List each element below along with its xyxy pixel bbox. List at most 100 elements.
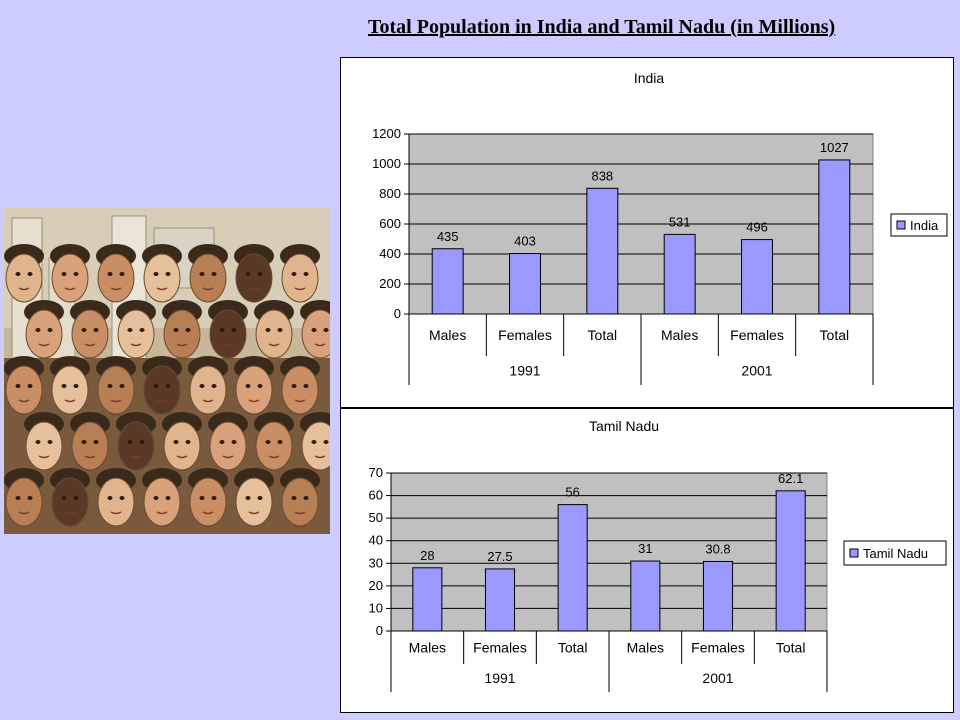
face <box>117 421 155 471</box>
india-y-tick-label: 600 <box>379 216 401 231</box>
india-y-tick-label: 0 <box>394 306 401 321</box>
tn-y-tick-label: 50 <box>369 510 383 525</box>
india-group-label: 1991 <box>509 363 540 379</box>
india-y-tick-label: 400 <box>379 246 401 261</box>
face-mouth <box>314 343 326 347</box>
face <box>25 421 63 471</box>
tamil-nadu-chart-panel: Tamil Nadu 0 10 20 30 40 50 60 70 28 27.5 56 31 30.8 6… <box>340 407 954 713</box>
india-category-label: Males <box>661 327 698 343</box>
face-mouth <box>18 399 30 403</box>
face-eye <box>119 496 125 500</box>
face-eye <box>245 272 251 276</box>
face-eye <box>15 272 21 276</box>
face-eye <box>277 328 283 332</box>
tn-chart-title: Tamil Nadu <box>589 418 659 434</box>
face-eye <box>291 272 297 276</box>
face <box>209 309 247 359</box>
face-mouth <box>202 287 214 291</box>
face <box>255 309 293 359</box>
face <box>143 365 181 415</box>
face-mouth <box>176 455 188 459</box>
face <box>117 309 155 359</box>
face-mouth <box>18 511 30 515</box>
face-mouth <box>294 399 306 403</box>
tn-category-label: Females <box>473 640 527 656</box>
india-y-tick-label: 1200 <box>372 126 401 141</box>
face-eye <box>73 384 79 388</box>
tn-y-tick-label: 60 <box>369 488 383 503</box>
face-eye <box>61 496 67 500</box>
face-mouth <box>222 455 234 459</box>
face-eye <box>27 496 33 500</box>
face-eye <box>27 272 33 276</box>
india-y-tick-label: 800 <box>379 186 401 201</box>
face-eye <box>265 328 271 332</box>
face-mouth <box>64 399 76 403</box>
face-eye <box>173 328 179 332</box>
face-eye <box>81 328 87 332</box>
face <box>51 365 89 415</box>
face <box>51 253 89 303</box>
face-eye <box>173 440 179 444</box>
face-mouth <box>130 455 142 459</box>
face-eye <box>127 328 133 332</box>
tn-bar <box>702 560 734 632</box>
face <box>71 421 109 471</box>
tn-bar <box>775 490 806 632</box>
tn-category-label: Total <box>558 640 588 656</box>
face-eye <box>245 496 251 500</box>
face-eye <box>231 440 237 444</box>
face-mouth <box>38 343 50 347</box>
face <box>97 477 135 527</box>
tn-y-tick-label: 40 <box>369 533 383 548</box>
india-bar <box>663 233 696 315</box>
face <box>235 253 273 303</box>
face-eye <box>185 440 191 444</box>
face-mouth <box>176 343 188 347</box>
india-data-label: 531 <box>669 214 691 229</box>
face-mouth <box>110 511 122 515</box>
face <box>5 477 43 527</box>
face-eye <box>61 384 67 388</box>
face-eye <box>73 496 79 500</box>
face-mouth <box>18 287 30 291</box>
face-eye <box>291 496 297 500</box>
tn-bar <box>557 504 588 632</box>
face <box>5 365 43 415</box>
face-eye <box>35 328 41 332</box>
tn-y-tick-label: 70 <box>369 465 383 480</box>
face-eye <box>291 384 297 388</box>
india-group-label: 2001 <box>741 363 772 379</box>
india-bar <box>741 239 773 315</box>
india-bar <box>818 159 851 315</box>
face-eye <box>245 384 251 388</box>
face-eye <box>15 496 21 500</box>
tn-legend-label: Tamil Nadu <box>863 546 928 561</box>
face-eye <box>211 496 217 500</box>
face-eye <box>211 272 217 276</box>
face-eye <box>107 272 113 276</box>
face-eye <box>199 272 205 276</box>
face-eye <box>165 384 171 388</box>
face-mouth <box>248 511 260 515</box>
tn-plot-area <box>390 472 828 632</box>
face-eye <box>219 328 225 332</box>
india-bar-chart: India 0 200 400 600 800 1000 1200 435 403 838 531 49… <box>372 70 948 385</box>
face-eye <box>153 272 159 276</box>
face <box>301 309 330 359</box>
face <box>51 477 89 527</box>
face-eye <box>107 384 113 388</box>
face-eye <box>127 440 133 444</box>
face <box>97 253 135 303</box>
face <box>189 365 227 415</box>
face-eye <box>81 440 87 444</box>
face-eye <box>257 384 263 388</box>
face <box>209 421 247 471</box>
tn-data-label: 27.5 <box>487 549 512 564</box>
tn-bar <box>630 560 661 632</box>
face-eye <box>265 440 271 444</box>
face <box>235 365 273 415</box>
face <box>281 253 319 303</box>
face-mouth <box>222 343 234 347</box>
face-eye <box>139 328 145 332</box>
